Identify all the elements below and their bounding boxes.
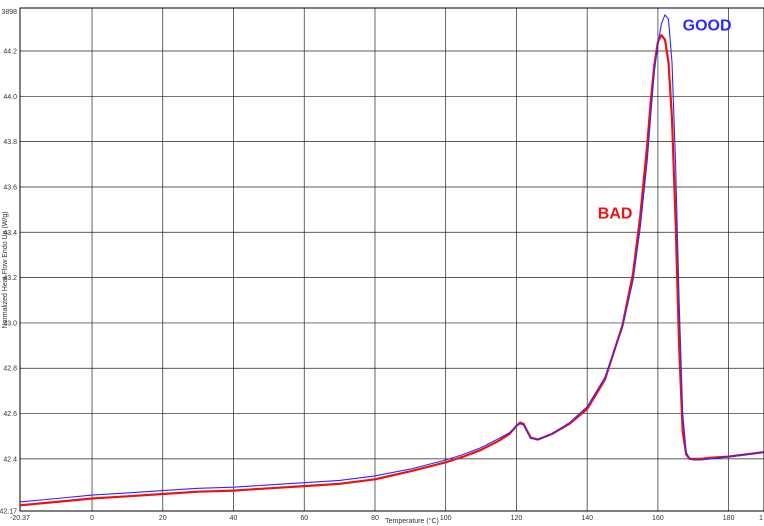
y-tick-label: 42.8 [3, 366, 17, 373]
x-tick-label: 0 [90, 515, 94, 522]
y-tick-label: 43.8 [3, 139, 17, 146]
y-tick-label: 44.0 [3, 94, 17, 101]
y-tick-label: 44.2 [3, 49, 17, 56]
annotation-good: GOOD [683, 18, 732, 35]
annotation-bad: BAD [598, 206, 633, 223]
x-tick-label: 60 [300, 515, 308, 522]
y-tick-label: 42.6 [3, 411, 17, 418]
x-tick-label: 20 [159, 515, 167, 522]
y-tick-label: 43.0 [3, 320, 17, 327]
data-series [19, 14, 764, 507]
y-tick-label: 43.4 [3, 230, 17, 237]
x-tick-label: 1 [759, 515, 763, 522]
x-tick-label: 140 [581, 515, 593, 522]
x-tick-label: 120 [511, 515, 523, 522]
plot-frame [19, 7, 764, 512]
y-tick-labels: 42.17 42.4 42.6 42.8 43.0 43.2 43.4 43.6 43.8 44.… [0, 9, 17, 516]
y-tick-label: 42.17 [0, 509, 17, 516]
y-tick-label: 43.2 [3, 275, 17, 282]
x-axis-label: Temperature (°C) [385, 517, 439, 525]
x-tick-label: 40 [230, 515, 238, 522]
series-line-bad [19, 34, 764, 507]
x-tick-label: -20.37 [10, 515, 30, 522]
series-line-good [19, 14, 764, 503]
y-axis-label: Normalized Heat Flow Endo Up (W/g) [2, 211, 9, 328]
x-tick-label: 100 [440, 515, 452, 522]
x-tick-label: 160 [652, 515, 664, 522]
curve-annotations: GOOD BAD [598, 18, 732, 223]
y-tick-label: st 3898 [0, 9, 17, 16]
y-tick-label: 43.6 [3, 184, 17, 191]
y-tick-label: 42.4 [3, 456, 17, 463]
x-tick-label: 180 [723, 515, 735, 522]
x-tick-label: 80 [371, 515, 379, 522]
x-tick-labels: -20.37 0 20 40 60 80 100 120 140 160 180 1 [10, 515, 763, 522]
